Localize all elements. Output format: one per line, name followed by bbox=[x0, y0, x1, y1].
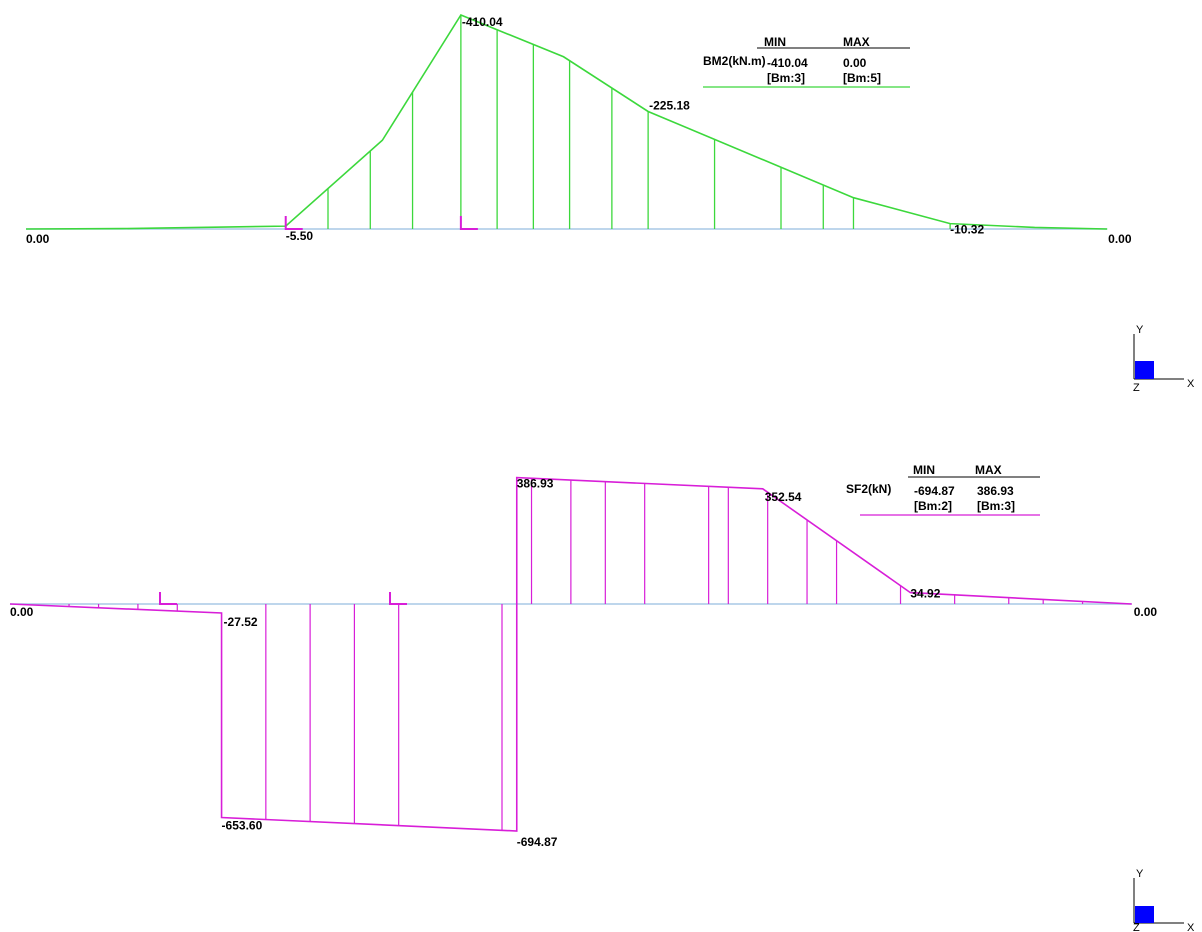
bm-value-label: 0.00 bbox=[26, 232, 50, 246]
sf-support-marker bbox=[159, 592, 177, 605]
sf-value-label: 34.92 bbox=[910, 587, 940, 601]
sf-legend-max-beam: [Bm:3] bbox=[977, 499, 1015, 513]
sf-value-label: -653.60 bbox=[222, 819, 263, 833]
sf-curves bbox=[9, 476, 1132, 832]
axis-y-label: Y bbox=[1136, 868, 1144, 880]
sf-supports bbox=[159, 592, 407, 605]
bm-value-label: -225.18 bbox=[649, 98, 690, 112]
axis-z-label: Z bbox=[1133, 382, 1140, 394]
sf-legend: MIN MAX SF2(kN) -694.87 386.93 [Bm:2] [B… bbox=[846, 463, 1040, 516]
shear-force-diagram: 386.93 352.54 0.00 -27.52 34.92 0.00 -653.60 -6… bbox=[9, 476, 1157, 849]
bm-curve bbox=[25, 14, 1108, 230]
bm-legend-min-header: MIN bbox=[764, 35, 786, 49]
axis-z-box bbox=[1135, 361, 1154, 379]
bending-moment-diagram: -410.04 -225.18 0.00 -5.50 -10.32 0.00 bbox=[25, 14, 1132, 246]
bm-support-marker bbox=[284, 216, 303, 230]
sf-support-marker bbox=[389, 592, 407, 605]
bm-value-label: 0.00 bbox=[1108, 232, 1132, 246]
bm-value-label: -5.50 bbox=[286, 229, 314, 243]
sf-value-label: -27.52 bbox=[224, 615, 258, 629]
sf-value-label: 352.54 bbox=[765, 490, 802, 504]
sf-legend-min-beam: [Bm:2] bbox=[914, 499, 952, 513]
sf-value-label: -694.87 bbox=[517, 835, 558, 849]
bm-supports bbox=[284, 216, 478, 230]
sf-legend-max-header: MAX bbox=[975, 463, 1002, 477]
bm-support-marker bbox=[459, 216, 478, 230]
sf-legend-max-value: 386.93 bbox=[977, 484, 1014, 498]
sf-value-labels: 386.93 352.54 0.00 -27.52 34.92 0.00 -653.60 -6… bbox=[10, 477, 1157, 849]
sf-value-label: 386.93 bbox=[517, 477, 554, 491]
axes-triad-bottom: Y X Z bbox=[1133, 868, 1195, 932]
bm-legend-min-value: -410.04 bbox=[767, 56, 808, 70]
bm-legend-max-beam: [Bm:5] bbox=[843, 71, 881, 85]
bm-value-label: -410.04 bbox=[462, 15, 503, 29]
axis-x-label: X bbox=[1187, 922, 1195, 932]
bm-legend-max-header: MAX bbox=[843, 35, 870, 49]
axes-triad-top: Y X Z bbox=[1133, 324, 1195, 394]
bm-legend-min-beam: [Bm:3] bbox=[767, 71, 805, 85]
bm-value-label: -10.32 bbox=[950, 223, 984, 237]
sf-legend-min-header: MIN bbox=[913, 463, 935, 477]
sf-value-label: 0.00 bbox=[1134, 605, 1158, 619]
axis-z-label: Z bbox=[1133, 922, 1140, 932]
sf-curve bbox=[9, 476, 1132, 832]
bm-legend-quantity: BM2(kN.m) bbox=[703, 54, 766, 68]
sf-legend-quantity: SF2(kN) bbox=[846, 482, 891, 496]
bm-value-labels: -410.04 -225.18 0.00 -5.50 -10.32 0.00 bbox=[26, 15, 1132, 246]
bm-legend: MIN MAX BM2(kN.m) -410.04 0.00 [Bm:3] [B… bbox=[703, 35, 910, 88]
axis-x-label: X bbox=[1187, 378, 1195, 390]
sf-value-label: 0.00 bbox=[10, 605, 34, 619]
bm-legend-max-value: 0.00 bbox=[843, 56, 867, 70]
axis-y-label: Y bbox=[1136, 324, 1144, 336]
bm-hatch-lines bbox=[285, 15, 951, 229]
axis-z-box bbox=[1135, 906, 1154, 923]
sf-legend-min-value: -694.87 bbox=[914, 484, 955, 498]
